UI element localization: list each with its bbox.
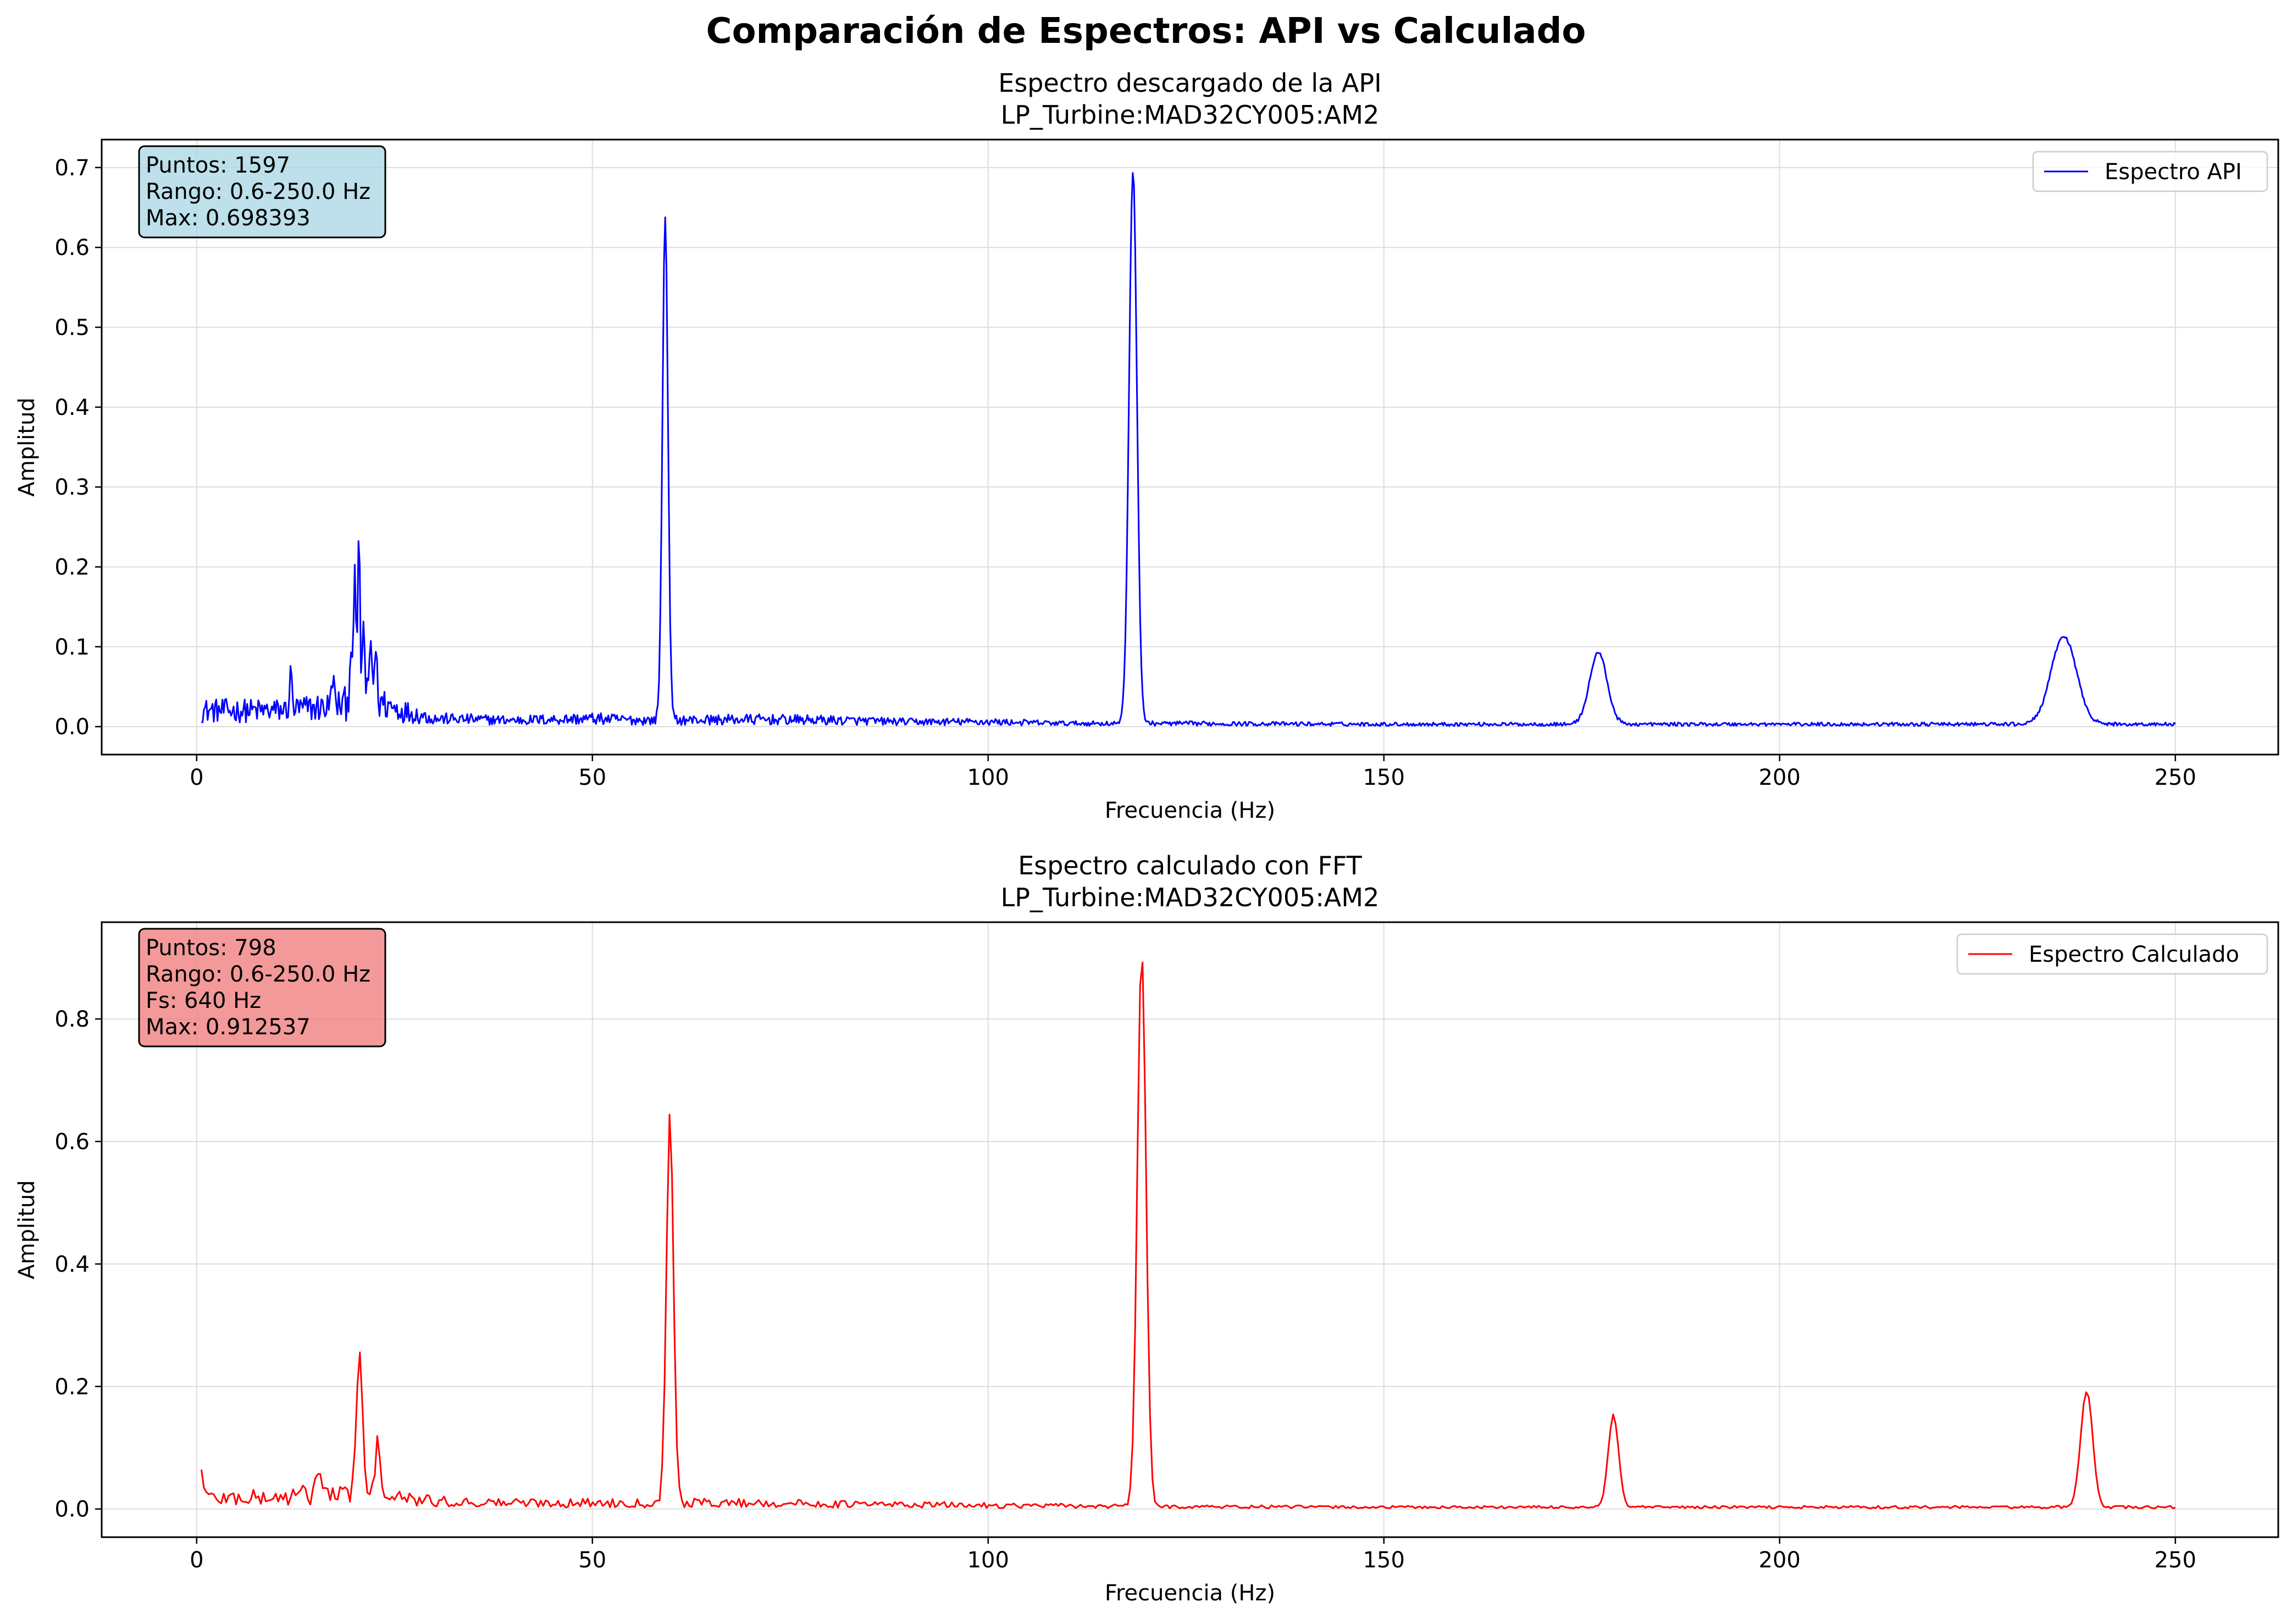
y-tick-label: 0.0 [54,1497,90,1522]
info-box-line: Rango: 0.6-250.0 Hz [146,962,370,987]
y-tick-label: 0.4 [54,1252,90,1277]
y-tick-label: 0.1 [54,635,90,660]
series-line [201,172,2176,727]
api-spectrum-panel: Espectro descargado de la APILP_Turbine:… [14,68,2279,823]
y-tick-label: 0.2 [54,1374,90,1400]
legend-box [1956,933,2268,975]
info-box-line: Puntos: 798 [146,935,276,961]
y-tick-label: 0.6 [54,235,90,260]
y-tick-label: 0.6 [54,1129,90,1155]
x-tick-label: 0 [190,765,203,790]
y-tick-label: 0.8 [54,1007,90,1032]
legend-label: Espectro Calculado [2029,942,2239,967]
info-box-line: Puntos: 1597 [146,153,290,178]
x-tick-label: 200 [1759,765,1801,790]
figure-suptitle: Comparación de Espectros: API vs Calcula… [706,11,1586,52]
info-box [138,928,386,1047]
info-box-line: Max: 0.698393 [146,206,311,231]
x-axis-label: Frecuencia (Hz) [1105,798,1275,823]
y-axis-label: Amplitud [14,397,40,496]
series-line [200,961,2176,1510]
x-tick-label: 100 [967,1548,1009,1573]
y-axis-label: Amplitud [14,1180,40,1279]
legend-box [2032,151,2268,192]
y-tick-label: 0.4 [54,395,90,420]
x-axis-label: Frecuencia (Hz) [1105,1581,1275,1606]
x-tick-label: 50 [578,765,606,790]
info-box-line: Max: 0.912537 [146,1015,311,1040]
info-box [138,145,386,239]
y-tick-label: 0.5 [54,315,90,341]
x-tick-label: 0 [190,1548,203,1573]
y-tick-label: 0.7 [54,156,90,181]
x-tick-label: 100 [967,765,1009,790]
y-tick-label: 0.2 [54,555,90,580]
legend-label: Espectro API [2105,159,2242,185]
chart-title: Espectro descargado de la API [998,68,1381,98]
info-box-line: Rango: 0.6-250.0 Hz [146,179,370,204]
calculated-spectrum-panel: Espectro calculado con FFT LP_Turbine:MAD… [14,851,2279,1606]
chart-subtitle: LP_Turbine:MAD32CY005:AM2 [1001,100,1380,130]
x-tick-label: 50 [578,1548,606,1573]
y-tick-label: 0.3 [54,475,90,500]
axes-frame [101,921,2279,1538]
x-tick-label: 150 [1363,1548,1405,1573]
y-tick-label: 0.0 [54,714,90,740]
x-tick-label: 250 [2155,1548,2196,1573]
chart-subtitle: LP_Turbine:MAD32CY005:AM2 [1001,883,1380,912]
x-tick-label: 200 [1759,1548,1801,1573]
axes-frame [101,138,2279,756]
x-tick-label: 150 [1363,765,1405,790]
info-box-line: Fs: 640 Hz [146,988,261,1013]
x-tick-label: 250 [2155,765,2196,790]
chart-title: Espectro calculado con FFT [1018,851,1362,880]
